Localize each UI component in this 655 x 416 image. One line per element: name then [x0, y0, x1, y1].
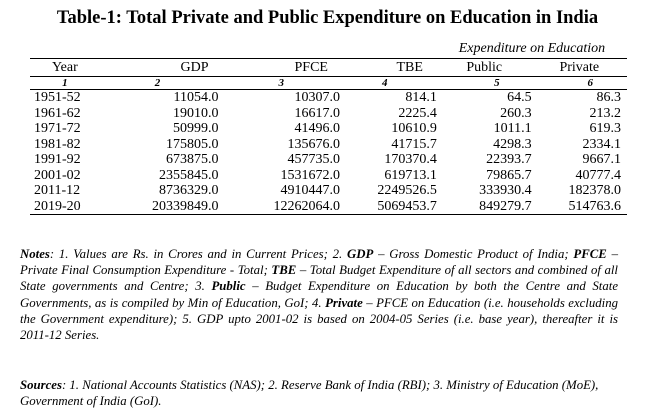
- value-cell: 40777.4: [575, 167, 622, 183]
- value-cell: 514763.6: [531, 198, 627, 215]
- value-cell: 2249526.5: [377, 183, 437, 198]
- notes-term-public: Public: [211, 279, 246, 294]
- value-cell: 182378.0: [568, 183, 622, 198]
- value-cell: 1011.1: [493, 121, 532, 136]
- value-cell: 2334.1: [582, 136, 622, 152]
- column-number: 3: [218, 76, 340, 90]
- table-row: 2011-12 8736329.0 4910447.0 2249526.5 333930…: [30, 183, 627, 199]
- table-body: 1951-52 11054.0 10307.0 814.1 64.5 86.3 1961-6…: [30, 90, 627, 215]
- value-cell: 10610.9: [391, 121, 437, 136]
- value-cell: 11054.0: [173, 90, 219, 105]
- value-cell: 4298.3: [493, 136, 532, 152]
- value-cell: 12262064.0: [218, 198, 340, 215]
- value-cell: 333930.4: [479, 183, 532, 198]
- value-cell: 8736329.0: [159, 183, 219, 198]
- value-cell: 9667.1: [582, 152, 622, 167]
- value-cell: 16617.0: [294, 105, 340, 121]
- year-cell: 2019-20: [30, 198, 100, 215]
- expenditure-table-wrap: Expenditure on Education Year GDP PFCE T…: [30, 40, 627, 215]
- value-cell: 19010.0: [173, 105, 219, 121]
- column-number: 2: [99, 76, 219, 90]
- sources-text: : 1. National Accounts Statistics (NAS);…: [20, 378, 599, 409]
- year-cell: 1961-62: [34, 105, 81, 121]
- column-number: 1: [30, 76, 100, 90]
- value-cell: 619.3: [589, 121, 622, 136]
- notes-text: – PFCE on Education (i.e. households exc…: [20, 295, 619, 343]
- value-cell: 20339849.0: [99, 198, 219, 215]
- table-row: 1981-82 175805.0 135676.0 41715.7 4298.3 2334…: [30, 137, 627, 153]
- value-cell: 5069453.7: [339, 198, 437, 215]
- value-cell: 4910447.0: [280, 183, 340, 198]
- table-row: 1991-92 673875.0 457735.0 170370.4 22393.7 96…: [30, 152, 627, 168]
- year-cell: 1991-92: [34, 152, 81, 167]
- value-cell: 41496.0: [294, 121, 340, 136]
- year-cell: 2011-12: [34, 183, 81, 198]
- value-cell: 22393.7: [486, 152, 532, 167]
- value-cell: 135676.0: [287, 136, 340, 152]
- value-cell: 10307.0: [294, 90, 340, 105]
- notes-term-gdp: GDP: [347, 247, 374, 261]
- notes-text: – Gross Domestic Product of India;: [373, 247, 574, 261]
- column-header-row: Year GDP PFCE TBE Public Private: [30, 58, 627, 77]
- sources-paragraph: Sources: 1. National Accounts Statistics…: [20, 377, 630, 409]
- notes-label: Notes: [20, 247, 50, 261]
- value-cell: 175805.0: [166, 136, 219, 152]
- column-number: 4: [339, 76, 437, 90]
- year-cell: 1971-72: [34, 121, 81, 136]
- notes-text: – Budget Expenditure on Education by bot…: [20, 279, 618, 310]
- column-header: PFCE: [218, 58, 340, 77]
- table-title: Table-1: Total Private and Public Expend…: [56, 8, 599, 28]
- value-cell: 41715.7: [391, 136, 437, 152]
- group-header: Expenditure on Education: [436, 40, 627, 59]
- column-header: Public: [436, 58, 532, 77]
- value-cell: 64.5: [507, 90, 532, 105]
- value-cell: 50999.0: [173, 121, 219, 136]
- column-number: 6: [531, 76, 627, 90]
- year-cell: 2001-02: [34, 167, 81, 183]
- column-header: Year: [30, 58, 100, 77]
- group-header-row: Expenditure on Education: [30, 40, 627, 59]
- value-cell: 849279.7: [436, 198, 532, 215]
- value-cell: 170370.4: [384, 152, 437, 167]
- year-cell: 1981-82: [34, 136, 81, 152]
- notes-term-private: Private: [325, 295, 363, 310]
- value-cell: 213.2: [589, 105, 622, 121]
- value-cell: 619713.1: [384, 167, 437, 183]
- value-cell: 457735.0: [287, 152, 340, 167]
- value-cell: 86.3: [596, 90, 622, 105]
- value-cell: 260.3: [500, 105, 532, 121]
- value-cell: 2355845.0: [159, 167, 219, 183]
- sources-label: Sources: [20, 378, 62, 392]
- column-header: GDP: [99, 58, 219, 77]
- value-cell: 79865.7: [486, 167, 532, 183]
- value-cell: 814.1: [405, 90, 437, 105]
- value-cell: 673875.0: [166, 152, 219, 167]
- year-cell: 1951-52: [34, 90, 81, 105]
- table-row: 1971-72 50999.0 41496.0 10610.9 1011.1 619.3: [30, 121, 627, 137]
- table-row: 1951-52 11054.0 10307.0 814.1 64.5 86.3: [30, 90, 627, 106]
- column-header: Private: [531, 58, 627, 77]
- table-row: 2019-20 20339849.0 12262064.0 5069453.7 8492…: [30, 198, 627, 215]
- value-cell: 2225.4: [398, 105, 437, 121]
- table-row: 2001-02 2355845.0 1531672.0 619713.1 79865.7…: [30, 168, 627, 184]
- expenditure-table: Expenditure on Education Year GDP PFCE T…: [30, 40, 627, 215]
- column-number-row: 1 2 3 4 5 6: [30, 76, 627, 90]
- column-number: 5: [436, 76, 532, 90]
- table-row: 1961-62 19010.0 16617.0 2225.4 260.3 213.2: [30, 106, 627, 122]
- notes-term-tbe: TBE: [271, 263, 297, 278]
- notes-text: – Total Budget Expenditure of all sector…: [20, 263, 618, 294]
- notes-text: : 1. Values are Rs. in Crores and in Cur…: [49, 247, 348, 261]
- notes-term-pfce: PFCE: [573, 247, 607, 261]
- notes-paragraph: Notes: 1. Values are Rs. in Crores and i…: [20, 246, 618, 343]
- value-cell: 1531672.0: [280, 167, 340, 183]
- notes-text: – Private Final Consumption Expenditure …: [20, 247, 618, 278]
- column-header: TBE: [339, 58, 437, 77]
